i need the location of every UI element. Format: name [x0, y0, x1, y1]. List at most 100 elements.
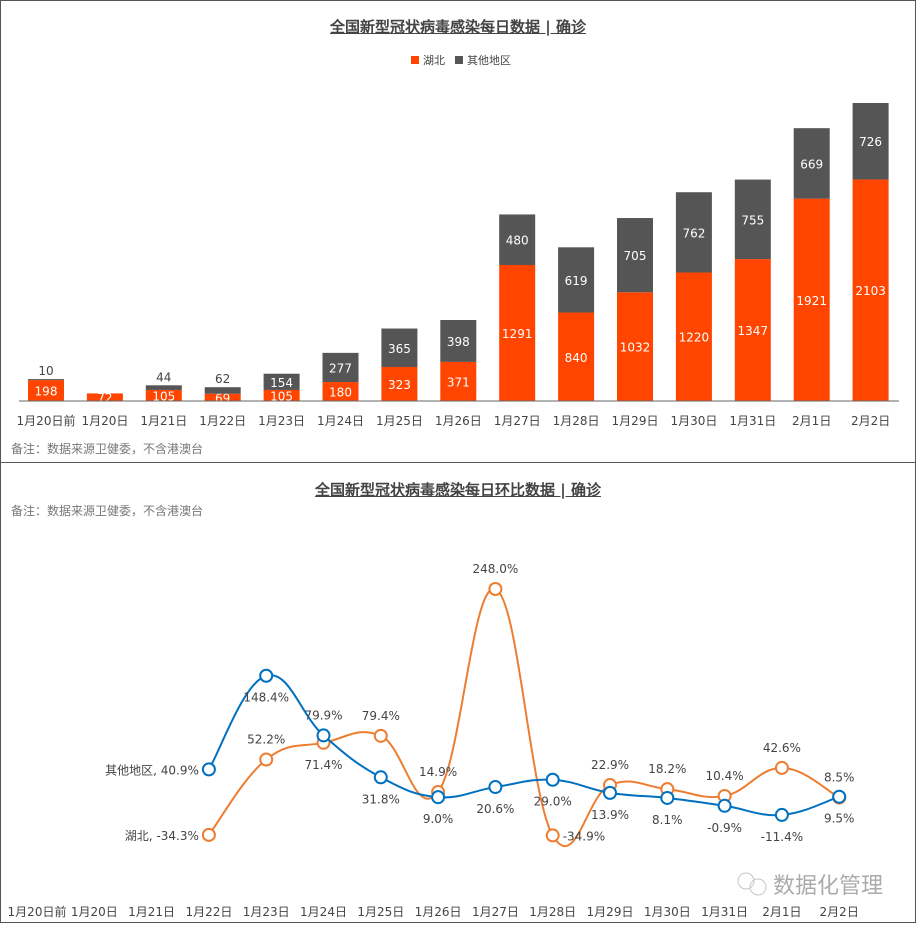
bar-chart-title: 全国新型冠状病毒感染每日数据 | 确诊: [330, 18, 586, 36]
data-label-0-10: 22.9%: [591, 758, 629, 772]
data-point-0-4: [259, 752, 274, 767]
x-tick-label: 1月25日: [357, 905, 404, 919]
data-label-0-14: 8.5%: [824, 771, 855, 785]
bar-label-1-0: 10: [38, 364, 53, 378]
x-tick-label: 1月21日: [128, 905, 175, 919]
x-tick-label: 1月20日: [71, 905, 118, 919]
x-tick-label: 1月31日: [701, 905, 748, 919]
data-label-1-3: 其他地区, 40.9%: [105, 763, 199, 777]
bar-label-0-1: 72: [97, 391, 112, 405]
bar-label-1-14: 726: [859, 135, 882, 149]
x-tick-label: 1月20日前: [17, 413, 76, 428]
note: 备注：数据来源卫健委，不含港澳台: [11, 441, 203, 456]
legend-label-1: 其他地区: [467, 54, 511, 67]
bar-0-2: [145, 389, 182, 401]
data-point-1-10: [603, 785, 617, 800]
data-label-1-7: 9.0%: [423, 812, 454, 826]
bar-0-4: [263, 389, 300, 401]
bar-1-11: [675, 192, 712, 273]
bar-label-0-12: 1347: [738, 324, 769, 338]
bar-1-7: [440, 319, 477, 362]
bar-0-1: [86, 393, 123, 401]
bar-0-0: [28, 380, 64, 401]
x-tick-label: 1月28日: [553, 414, 600, 428]
data-point-1-8: [488, 780, 503, 795]
bar-0-6: [381, 366, 418, 401]
bar-label-0-13: 1921: [796, 294, 827, 308]
bar-label-1-3: 62: [215, 372, 230, 386]
bar-1-3: [204, 387, 241, 394]
data-label-1-12: -0.9%: [707, 821, 742, 835]
x-tick-label: 1月29日: [587, 905, 634, 919]
bar-1-9: [558, 247, 595, 313]
bar-1-5: [322, 352, 359, 383]
watermark: 数据化管理: [737, 872, 883, 899]
bar-label-0-14: 2103: [855, 284, 886, 298]
bar-label-1-11: 762: [682, 226, 705, 240]
data-label-0-11: 18.2%: [648, 762, 686, 776]
bar-1-14: [852, 103, 889, 180]
x-tick-label: 1月28日: [529, 905, 576, 919]
bar-1-4: [263, 373, 300, 390]
data-point-1-12: [717, 798, 732, 813]
bar-1-13: [793, 128, 830, 199]
bar-label-0-7: 371: [447, 375, 470, 389]
data-point-1-6: [373, 770, 388, 785]
x-tick-label: 1月22日: [199, 414, 246, 428]
bar-label-0-5: 180: [329, 386, 352, 400]
data-point-1-14: [832, 789, 847, 804]
bar-label-0-8: 1291: [502, 327, 533, 341]
data-label-0-3: 湖北, -34.3%: [125, 828, 199, 843]
bar-0-3: [204, 393, 241, 401]
data-point-1-4: [259, 668, 274, 683]
x-tick-label: 1月26日: [435, 414, 482, 428]
x-tick-label: 1月25日: [376, 414, 423, 428]
x-tick-label: 1月23日: [243, 905, 290, 919]
bar-0-12: [734, 259, 771, 401]
bar-0-7: [440, 361, 477, 401]
bar-0-13: [793, 198, 830, 401]
data-label-0-4: 52.2%: [247, 733, 285, 747]
x-tick-label: 1月30日: [644, 905, 691, 919]
x-tick-label: 2月1日: [762, 905, 801, 919]
data-label-1-5: 79.9%: [304, 708, 342, 722]
x-tick-label: 1月23日: [258, 414, 305, 428]
data-point-1-3: [201, 762, 216, 777]
data-label-1-10: 13.9%: [591, 808, 629, 822]
bar-label-1-9: 619: [565, 274, 588, 288]
x-tick-label: 1月22日: [185, 905, 232, 919]
x-tick-label: 2月1日: [792, 414, 831, 428]
data-point-0-3: [201, 827, 216, 842]
bar-label-0-3: 69: [215, 391, 230, 405]
legend-swatch-0: [411, 56, 419, 64]
x-tick-label: 2月2日: [820, 905, 859, 919]
bar-label-1-12: 755: [741, 213, 764, 227]
data-label-1-14: 9.5%: [824, 812, 855, 826]
x-tick-label: 1月21日: [140, 414, 187, 428]
series-line-0: [208, 587, 840, 847]
data-point-0-9: [545, 828, 560, 843]
data-label-1-4: 148.4%: [243, 691, 289, 705]
bar-0-5: [322, 382, 359, 401]
data-label-0-12: 10.4%: [706, 769, 744, 783]
bar-0-9: [558, 312, 595, 401]
note: 备注：数据来源卫健委，不含港澳台: [11, 503, 203, 518]
data-point-1-13: [774, 807, 789, 822]
bar-label-0-4: 105: [270, 389, 293, 403]
bar-label-0-10: 1032: [620, 341, 651, 355]
legend-swatch-1: [455, 56, 463, 64]
data-label-0-7: 14.9%: [419, 765, 457, 779]
data-label-0-13: 42.6%: [763, 741, 801, 755]
data-label-1-9: 29.0%: [534, 795, 572, 809]
bar-1-12: [734, 179, 771, 260]
bar-1-6: [381, 328, 418, 367]
data-label-0-8: 248.0%: [473, 562, 519, 576]
bar-label-0-9: 840: [565, 351, 588, 365]
bar-1-10: [617, 218, 653, 293]
data-label-1-6: 31.8%: [362, 792, 400, 806]
bar-0-8: [499, 265, 536, 401]
data-label-0-6: 79.4%: [362, 709, 400, 723]
data-label-1-13: -11.4%: [761, 830, 803, 844]
bar-label-0-6: 323: [388, 378, 411, 392]
